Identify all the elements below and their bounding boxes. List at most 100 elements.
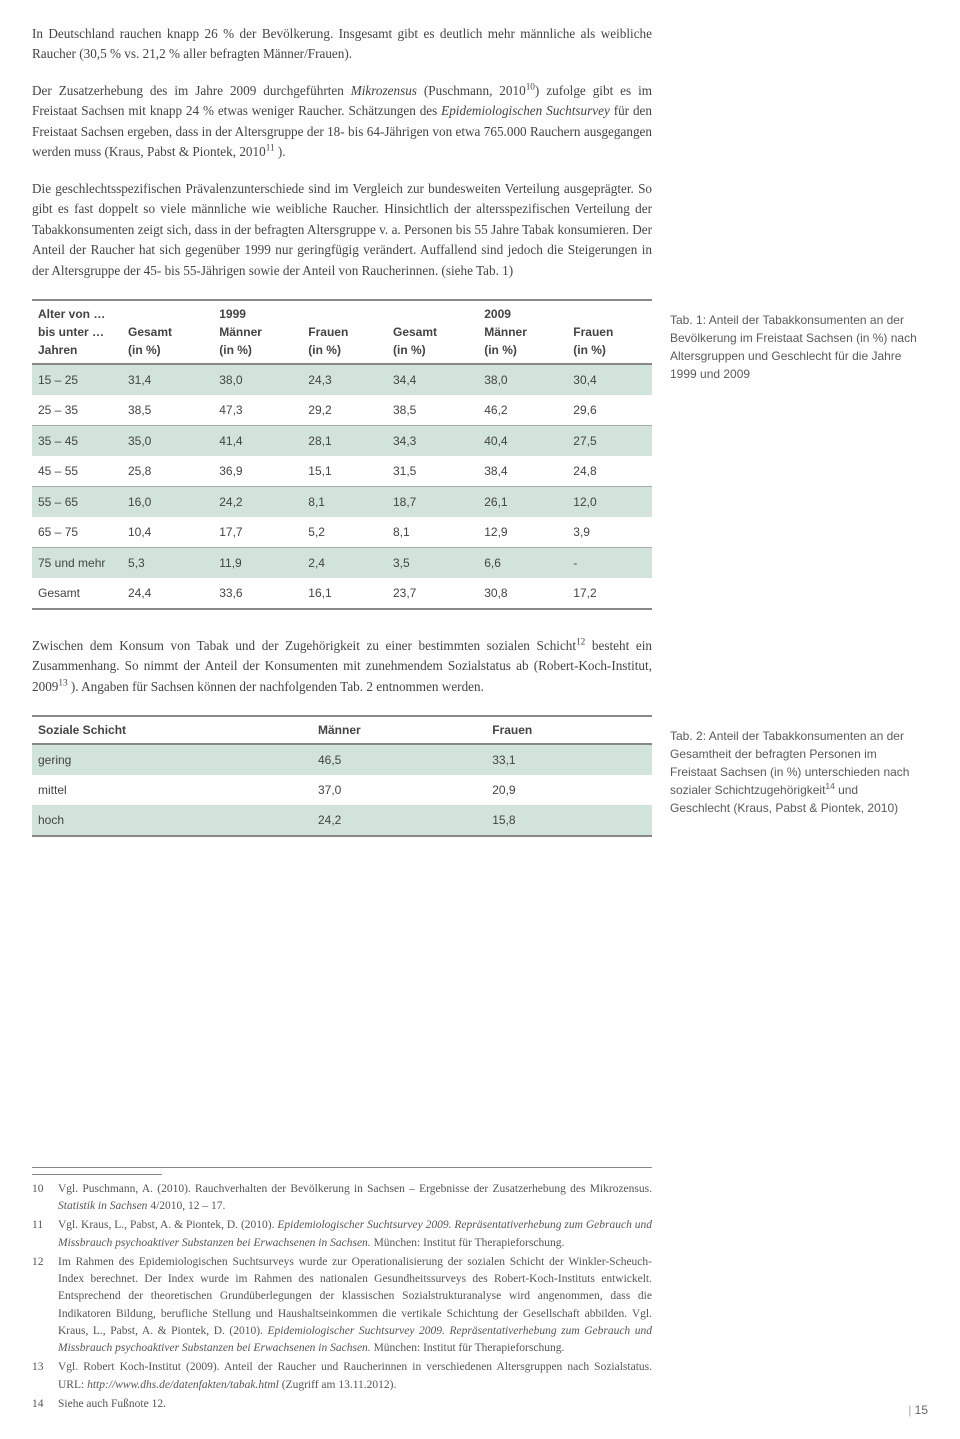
t1-h-g1: Gesamt(in %): [122, 300, 213, 364]
footnotes: 10Vgl. Puschmann, A. (2010). Rauchverhal…: [32, 1167, 652, 1415]
table-cell: 38,0: [478, 364, 567, 395]
table-cell: 17,7: [213, 517, 302, 548]
table-cell: 46,5: [312, 744, 486, 775]
table-cell: 33,6: [213, 578, 302, 609]
table-cell: 24,3: [302, 364, 387, 395]
main-column: In Deutschland rauchen knapp 26 % der Be…: [32, 24, 652, 281]
footnote-text: Vgl. Robert Koch-Institut (2009). Anteil…: [58, 1359, 652, 1394]
t1-h-m1: 1999Männer(in %): [213, 300, 302, 364]
table-cell: 15,1: [302, 456, 387, 487]
table2-caption: Tab. 2: Anteil der Tabakkonsumenten an d…: [670, 715, 920, 837]
table-row: mittel37,020,9: [32, 775, 652, 805]
table-row: gering46,533,1: [32, 744, 652, 775]
footnote-number: 12: [32, 1254, 58, 1358]
table-cell: 38,5: [122, 395, 213, 426]
table1: Alter von … bis unter … Jahren Gesamt(in…: [32, 299, 652, 610]
t1-h-g2: Gesamt(in %): [387, 300, 478, 364]
footnote: 11Vgl. Kraus, L., Pabst, A. & Piontek, D…: [32, 1217, 652, 1252]
footnote: 12Im Rahmen des Epidemiologischen Suchts…: [32, 1254, 652, 1358]
footnote-number: 13: [32, 1359, 58, 1394]
footnote-text: Im Rahmen des Epidemiologischen Suchtsur…: [58, 1254, 652, 1358]
table-cell: 16,0: [122, 486, 213, 517]
table-cell: 34,4: [387, 364, 478, 395]
table-cell: 11,9: [213, 547, 302, 578]
table-cell: 38,4: [478, 456, 567, 487]
t2-cap-a: Tab. 2: Anteil der Tabakkonsumenten an d…: [670, 729, 909, 797]
table-cell: hoch: [32, 805, 312, 836]
footnote-text: Siehe auch Fußnote 12.: [58, 1396, 652, 1413]
paragraph-4: Zwischen dem Konsum von Tabak und der Zu…: [32, 636, 652, 697]
table-cell: 5,2: [302, 517, 387, 548]
table-cell: 75 und mehr: [32, 547, 122, 578]
table-cell: 24,4: [122, 578, 213, 609]
table-cell: 55 – 65: [32, 486, 122, 517]
table-cell: 31,5: [387, 456, 478, 487]
t1-head-age: Alter von … bis unter … Jahren: [32, 300, 122, 364]
footnote-text: Vgl. Kraus, L., Pabst, A. & Piontek, D. …: [58, 1217, 652, 1252]
table-cell: Gesamt: [32, 578, 122, 609]
t2-h-m: Männer: [312, 716, 486, 744]
footnote: 13Vgl. Robert Koch-Institut (2009). Ante…: [32, 1359, 652, 1394]
table-row: 65 – 7510,417,75,28,112,93,9: [32, 517, 652, 548]
table-cell: 17,2: [567, 578, 652, 609]
paragraph-1: In Deutschland rauchen knapp 26 % der Be…: [32, 24, 652, 65]
table-cell: 45 – 55: [32, 456, 122, 487]
table-cell: 3,9: [567, 517, 652, 548]
table-cell: 26,1: [478, 486, 567, 517]
table2: Soziale Schicht Männer Frauen gering46,5…: [32, 715, 652, 837]
table-cell: 8,1: [302, 486, 387, 517]
table-cell: 35,0: [122, 425, 213, 456]
footnote-number: 14: [32, 1396, 58, 1413]
table-cell: 24,2: [312, 805, 486, 836]
table1-caption: Tab. 1: Anteil der Tabakkonsumenten an d…: [670, 299, 920, 610]
table-row: 15 – 2531,438,024,334,438,030,4: [32, 364, 652, 395]
table-cell: 34,3: [387, 425, 478, 456]
p2-e: ).: [275, 144, 286, 159]
paragraph-2: Der Zusatzerhebung des im Jahre 2009 dur…: [32, 81, 652, 163]
table-cell: 35 – 45: [32, 425, 122, 456]
table-cell: 30,4: [567, 364, 652, 395]
p2-sup1: 10: [526, 82, 535, 92]
table-cell: 28,1: [302, 425, 387, 456]
paragraph-3: Die geschlechtsspezifischen Prävalenzunt…: [32, 179, 652, 281]
p4-a: Zwischen dem Konsum von Tabak und der Zu…: [32, 638, 576, 653]
table-row: 75 und mehr5,311,92,43,56,6-: [32, 547, 652, 578]
t2-h-f: Frauen: [486, 716, 652, 744]
table-cell: 10,4: [122, 517, 213, 548]
table-cell: 23,7: [387, 578, 478, 609]
table-cell: 24,2: [213, 486, 302, 517]
p2-i2: Epidemiologischen Suchtsurvey: [441, 103, 610, 118]
table-cell: 40,4: [478, 425, 567, 456]
table-cell: 65 – 75: [32, 517, 122, 548]
t2-h-s: Soziale Schicht: [32, 716, 312, 744]
t1-h-m2: 2009Männer(in %): [478, 300, 567, 364]
table-cell: 12,9: [478, 517, 567, 548]
t1-h-f1: Frauen(in %): [302, 300, 387, 364]
table-cell: 38,0: [213, 364, 302, 395]
footnote-rule: [32, 1174, 162, 1175]
table-cell: gering: [32, 744, 312, 775]
t1-h-f2: Frauen(in %): [567, 300, 652, 364]
table-cell: mittel: [32, 775, 312, 805]
table-row: 35 – 4535,041,428,134,340,427,5: [32, 425, 652, 456]
table-cell: 41,4: [213, 425, 302, 456]
table-cell: 38,5: [387, 395, 478, 426]
footnote-number: 11: [32, 1217, 58, 1252]
table-cell: 2,4: [302, 547, 387, 578]
footnote: 10Vgl. Puschmann, A. (2010). Rauchverhal…: [32, 1181, 652, 1216]
table-cell: 15,8: [486, 805, 652, 836]
table-row: 55 – 6516,024,28,118,726,112,0: [32, 486, 652, 517]
table-cell: 27,5: [567, 425, 652, 456]
table-cell: 12,0: [567, 486, 652, 517]
table-cell: 29,6: [567, 395, 652, 426]
table-cell: 29,2: [302, 395, 387, 426]
table1-wrap: Alter von … bis unter … Jahren Gesamt(in…: [32, 299, 928, 610]
p2-a: Der Zusatzerhebung des im Jahre 2009 dur…: [32, 83, 351, 98]
table-cell: 15 – 25: [32, 364, 122, 395]
p2-sup2: 11: [266, 143, 275, 153]
mid-text: Zwischen dem Konsum von Tabak und der Zu…: [32, 636, 652, 697]
table-cell: 24,8: [567, 456, 652, 487]
footnote-text: Vgl. Puschmann, A. (2010). Rauchverhalte…: [58, 1181, 652, 1216]
table-cell: 25 – 35: [32, 395, 122, 426]
table-cell: 6,6: [478, 547, 567, 578]
